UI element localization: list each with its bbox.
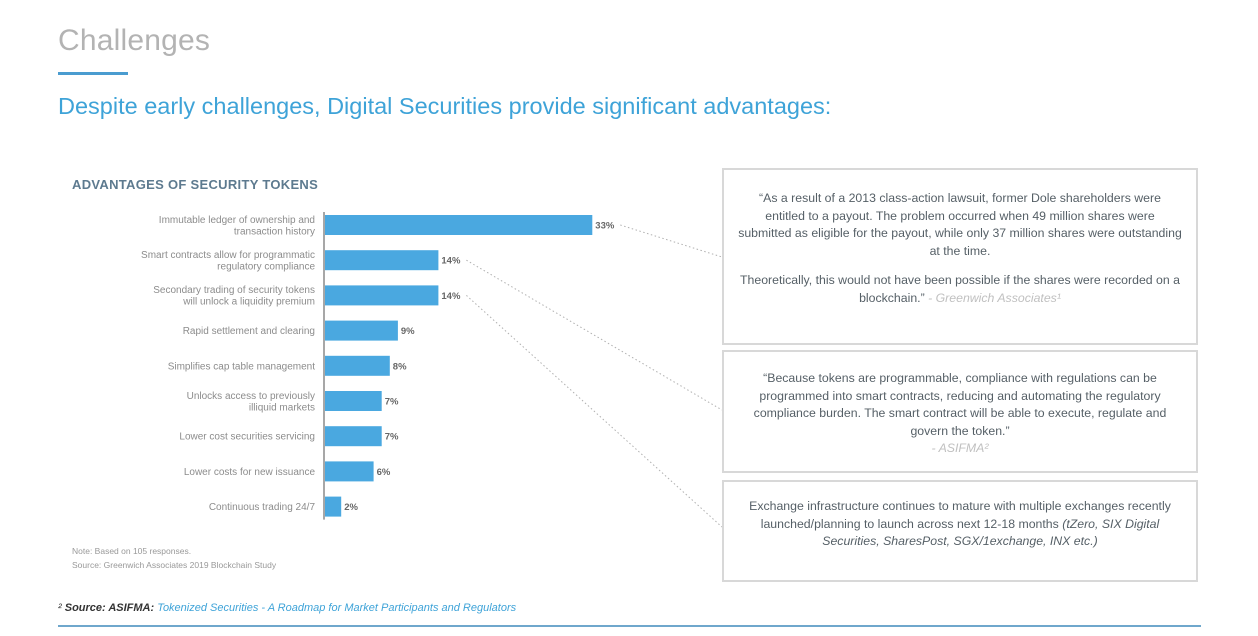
value-label-1: 14%: [441, 256, 461, 267]
value-label-6: 7%: [385, 432, 399, 443]
footnote-source: Source: ASIFMA:: [61, 602, 155, 614]
value-label-7: 6%: [377, 467, 391, 478]
chart-note: Note: Based on 105 responses. Source: Gr…: [72, 544, 276, 572]
category-label-2: Secondary trading of security tokens will…: [153, 285, 315, 308]
bar-0: [325, 215, 593, 235]
bar-8: [325, 496, 342, 517]
bars-group: 33% Immutable ledger of ownership and tran…: [141, 215, 615, 517]
quote-attribution: - Greenwich Associates¹: [924, 290, 1061, 305]
bar-2: [325, 285, 439, 306]
category-label-8: Continuous trading 24/7: [209, 502, 316, 513]
quote-text: “Because tokens are programmable, compli…: [753, 371, 1167, 438]
value-label-8: 2%: [344, 502, 358, 513]
bar-7: [325, 461, 374, 482]
footnote-marker: ²: [58, 602, 62, 614]
value-label-3: 9%: [401, 326, 415, 337]
quote-box-greenwich: “As a result of a 2013 class-action laws…: [722, 168, 1198, 345]
value-label-2: 14%: [441, 291, 461, 302]
category-label-0: Immutable ledger of ownership and transac…: [159, 215, 315, 238]
category-label-4: Simplifies cap table management: [168, 361, 316, 372]
footnote-link[interactable]: Tokenized Securities - A Roadmap for Mar…: [154, 602, 517, 614]
slide-subtitle: Despite early challenges, Digital Securi…: [58, 93, 832, 119]
quote-text-2: Theoretically, this would not have been …: [738, 272, 1182, 307]
category-label-6: Lower cost securities servicing: [179, 432, 315, 443]
exchange-list: (tZero, SIX Digital Securities, SharesPo…: [822, 516, 1160, 549]
chart-note-source: Source: Greenwich Associates 2019 Blockc…: [72, 560, 277, 570]
connector-lines: [466, 224, 723, 528]
chart-note-responses: Note: Based on 105 responses.: [72, 546, 192, 556]
connector-line-1: [466, 259, 723, 411]
bottom-rule: [58, 625, 1201, 627]
category-label-5: Unlocks access to previously illiquid mar…: [187, 391, 315, 414]
category-label-7: Lower costs for new issuance: [184, 467, 316, 478]
category-label-3: Rapid settlement and clearing: [183, 326, 315, 337]
bar-3: [325, 320, 398, 341]
chart-title: ADVANTAGES OF SECURITY TOKENS: [72, 177, 319, 192]
connector-line-0: [620, 224, 723, 258]
value-label-4: 8%: [393, 361, 407, 372]
title-underline: [58, 72, 128, 75]
quote-text: “As a result of a 2013 class-action laws…: [738, 191, 1182, 258]
bar-4: [325, 355, 390, 376]
slide-title: Challenges: [58, 24, 211, 57]
exchange-text: Exchange infrastructure continues to mat…: [738, 498, 1182, 551]
connector-line-2: [466, 295, 723, 528]
bar-1: [325, 250, 439, 271]
footnote: ² Source: ASIFMA: Tokenized Securities -…: [58, 602, 516, 614]
value-label-0: 33%: [595, 221, 615, 232]
category-label-1: Smart contracts allow for programmatic re…: [141, 250, 315, 273]
quote-box-asifma: “Because tokens are programmable, compli…: [722, 350, 1198, 473]
bar-6: [325, 426, 382, 447]
bar-5: [325, 391, 382, 411]
quote-box-exchanges: Exchange infrastructure continues to mat…: [722, 480, 1198, 582]
quote-attribution: - ASIFMA²: [931, 441, 989, 455]
quote-text-2-body: Theoretically, this would not have been …: [740, 273, 1180, 305]
exchange-text-body: Exchange infrastructure continues to mat…: [749, 499, 1171, 531]
value-label-5: 7%: [385, 397, 399, 408]
